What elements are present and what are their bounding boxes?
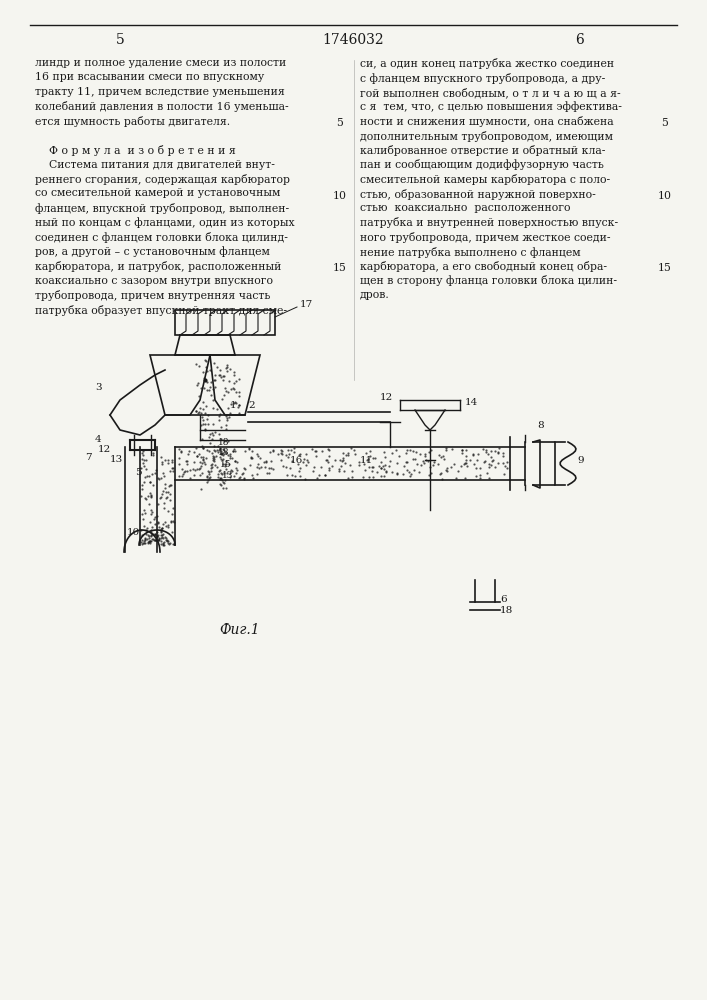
Text: ного трубопровода, причем жесткое соеди-: ного трубопровода, причем жесткое соеди- [360,232,611,243]
Text: щен в сторону фланца головки блока цилин-: щен в сторону фланца головки блока цилин… [360,275,617,286]
Text: 15: 15 [658,263,672,273]
Text: ный по концам с фланцами, один из которых: ный по концам с фланцами, один из которы… [35,218,295,228]
Text: 8: 8 [537,421,544,430]
Text: 18: 18 [218,448,230,457]
Text: 15: 15 [220,460,232,469]
Text: трубопровода, причем внутренняя часть: трубопровода, причем внутренняя часть [35,290,270,301]
Text: калиброванное отверстие и обратный кла-: калиброванное отверстие и обратный кла- [360,145,605,156]
Text: ется шумность работы двигателя.: ется шумность работы двигателя. [35,116,230,127]
Text: линдр и полное удаление смеси из полости: линдр и полное удаление смеси из полости [35,58,286,68]
Text: 5: 5 [135,468,141,477]
Text: 12: 12 [380,393,393,402]
Text: 1: 1 [230,401,237,410]
Text: 17: 17 [300,300,313,309]
Text: карбюратора, а его свободный конец обра-: карбюратора, а его свободный конец обра- [360,261,607,272]
Text: Система питания для двигателей внут-: Система питания для двигателей внут- [35,159,275,169]
Text: пан и сообщающим додиффузорную часть: пан и сообщающим додиффузорную часть [360,159,604,170]
Text: 4: 4 [95,435,102,444]
Text: 5: 5 [116,33,124,47]
Text: дров.: дров. [360,290,390,300]
Text: реннего сгорания, содержащая карбюратор: реннего сгорания, содержащая карбюратор [35,174,290,185]
Text: тракту 11, причем вследствие уменьшения: тракту 11, причем вследствие уменьшения [35,87,285,97]
Text: карбюратора, и патрубок, расположенный: карбюратора, и патрубок, расположенный [35,261,281,272]
Text: фланцем, впускной трубопровод, выполнен-: фланцем, впускной трубопровод, выполнен- [35,203,289,214]
Text: 13: 13 [222,471,233,480]
Text: 14: 14 [465,398,478,407]
Text: Ф о р м у л а  и з о б р е т е н и я: Ф о р м у л а и з о б р е т е н и я [35,145,235,156]
Text: гой выполнен свободным, о т л и ч а ю щ а я-: гой выполнен свободным, о т л и ч а ю щ … [360,87,621,98]
Text: 6: 6 [500,595,507,604]
Text: 16: 16 [290,456,303,465]
Text: 13: 13 [110,455,123,464]
Text: 16 при всасывании смеси по впускному: 16 при всасывании смеси по впускному [35,73,264,83]
Text: соединен с фланцем головки блока цилинд-: соединен с фланцем головки блока цилинд- [35,232,288,243]
Text: со смесительной камерой и установочным: со смесительной камерой и установочным [35,188,281,198]
Text: колебаний давления в полости 16 уменьша-: колебаний давления в полости 16 уменьша- [35,102,288,112]
Text: смесительной камеры карбюратора с поло-: смесительной камеры карбюратора с поло- [360,174,610,185]
Text: 10: 10 [127,528,140,537]
Text: 5: 5 [337,118,344,128]
Text: Фиг.1: Фиг.1 [220,623,260,637]
Text: 1746032: 1746032 [322,33,384,47]
Text: патрубка и внутренней поверхностью впуск-: патрубка и внутренней поверхностью впуск… [360,218,618,229]
Text: стью, образованной наружной поверхно-: стью, образованной наружной поверхно- [360,188,596,200]
Text: коаксиально с зазором внутри впускного: коаксиально с зазором внутри впускного [35,275,273,286]
Text: 3: 3 [95,383,102,392]
Text: патрубка образует впускной тракт для сме-: патрубка образует впускной тракт для сме… [35,304,287,316]
Text: с я  тем, что, с целью повышения эффектива-: с я тем, что, с целью повышения эффектив… [360,102,622,112]
Text: 15: 15 [333,263,347,273]
Text: 11: 11 [360,456,373,465]
Bar [175,310,275,335]
Text: 18: 18 [218,438,230,447]
Text: нение патрубка выполнено с фланцем: нение патрубка выполнено с фланцем [360,246,580,257]
Text: 10: 10 [658,191,672,201]
Text: стью  коаксиально  расположенного: стью коаксиально расположенного [360,203,571,213]
Text: дополнительным трубопроводом, имеющим: дополнительным трубопроводом, имеющим [360,130,613,141]
Text: 12: 12 [98,445,111,454]
Text: 10: 10 [333,191,347,201]
Text: 9: 9 [577,456,583,465]
Text: 7: 7 [85,453,92,462]
Text: си, а один конец патрубка жестко соединен: си, а один конец патрубка жестко соедине… [360,58,614,69]
Text: ности и снижения шумности, она снабжена: ности и снижения шумности, она снабжена [360,116,614,127]
Text: 5: 5 [662,118,668,128]
Text: с фланцем впускного трубопровода, а дру-: с фланцем впускного трубопровода, а дру- [360,73,605,84]
Text: 6: 6 [575,33,585,47]
Text: 18: 18 [500,606,513,615]
Text: ров, а другой – с установочным фланцем: ров, а другой – с установочным фланцем [35,246,270,257]
Text: 2: 2 [248,401,255,410]
